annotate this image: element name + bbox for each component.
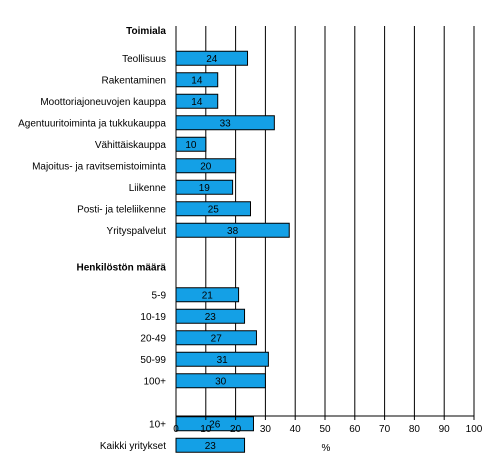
bar-value-label: 26 bbox=[209, 419, 221, 430]
bar bbox=[175, 158, 237, 174]
category-labels: Toimiala Teollisuus Rakentaminen Moottoriaj… bbox=[18, 26, 166, 452]
bar bbox=[175, 373, 266, 389]
bar bbox=[175, 136, 207, 152]
category-label: 10+ bbox=[149, 419, 166, 430]
x-tick-label: 40 bbox=[290, 424, 302, 435]
x-axis-ticks: 0 10 20 30 40 50 60 70 80 90 100 bbox=[173, 416, 483, 435]
bar bbox=[175, 308, 246, 324]
bar-value-label: 14 bbox=[191, 97, 203, 108]
x-tick-label: 100 bbox=[466, 424, 483, 435]
x-tick-label: 60 bbox=[349, 424, 361, 435]
bar-value-label: 27 bbox=[211, 333, 223, 344]
category-label: 5-9 bbox=[152, 290, 167, 301]
bar bbox=[175, 179, 234, 195]
bar bbox=[175, 93, 219, 109]
bar-value-label: 24 bbox=[206, 54, 218, 65]
bar-value-label: 30 bbox=[215, 376, 227, 387]
bar bbox=[175, 115, 275, 131]
bar-value-label: 23 bbox=[205, 441, 217, 452]
x-tick-label: 70 bbox=[379, 424, 391, 435]
category-label: Moottoriajoneuvojen kauppa bbox=[40, 97, 166, 108]
category-label: Posti- ja teleliikenne bbox=[77, 204, 166, 215]
category-label: Liikenne bbox=[129, 183, 167, 194]
x-tick-label: 30 bbox=[260, 424, 272, 435]
bar-value-label: 25 bbox=[208, 204, 220, 215]
bar bbox=[175, 287, 240, 303]
category-label: 100+ bbox=[143, 376, 166, 387]
bar-value-label: 21 bbox=[202, 290, 214, 301]
bar bbox=[175, 416, 254, 432]
bar bbox=[175, 351, 269, 367]
bar-value-label: 38 bbox=[227, 226, 239, 237]
x-tick-label: 20 bbox=[230, 424, 242, 435]
bar-value-label: 19 bbox=[199, 183, 211, 194]
x-tick-label: 50 bbox=[319, 424, 331, 435]
category-label: Majoitus- ja ravitsemistoiminta bbox=[32, 161, 166, 172]
bar-value-label: 31 bbox=[217, 355, 229, 366]
bar-value-label: 14 bbox=[191, 75, 203, 86]
bar bbox=[175, 50, 249, 66]
bar-value-label: 20 bbox=[200, 161, 212, 172]
bar bbox=[175, 201, 251, 217]
bar-value-label: 33 bbox=[220, 118, 232, 129]
category-label: 10-19 bbox=[140, 312, 166, 323]
category-label: Vähittäiskauppa bbox=[95, 140, 167, 151]
category-label: Yrityspalvelut bbox=[107, 226, 167, 237]
bar bbox=[175, 72, 219, 88]
group-header: Henkilöstön määrä bbox=[77, 262, 167, 273]
group-header: Toimiala bbox=[126, 26, 166, 37]
category-label: Teollisuus bbox=[122, 54, 166, 65]
bar bbox=[175, 222, 290, 238]
bar bbox=[175, 330, 257, 346]
category-label: Agentuuritoiminta ja tukkukauppa bbox=[18, 118, 166, 129]
category-label: 20-49 bbox=[140, 333, 166, 344]
x-tick-label: 0 bbox=[173, 424, 179, 435]
x-tick-label: 90 bbox=[439, 424, 451, 435]
category-label: 50-99 bbox=[140, 355, 166, 366]
bar-value-label: 23 bbox=[205, 312, 217, 323]
x-axis-label: % bbox=[322, 443, 331, 454]
category-label: Kaikki yritykset bbox=[100, 441, 166, 452]
category-label: Rakentaminen bbox=[102, 75, 166, 86]
x-tick-label: 80 bbox=[409, 424, 421, 435]
x-tick-label: 10 bbox=[200, 424, 212, 435]
bar-value-label: 10 bbox=[185, 140, 197, 151]
bar bbox=[175, 437, 246, 453]
